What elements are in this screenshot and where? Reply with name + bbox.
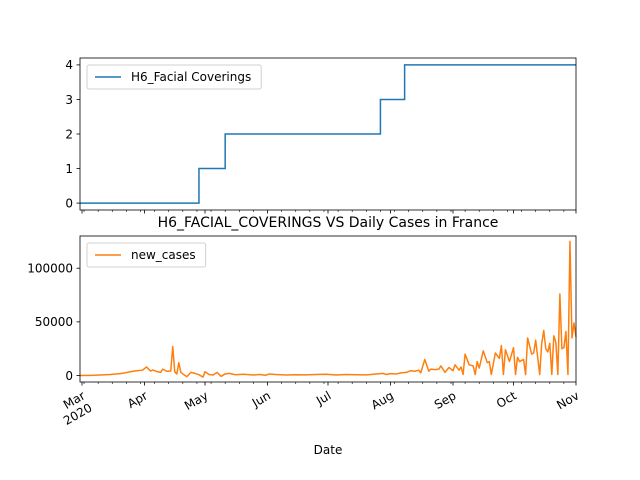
top-chart-plot-area [80, 64, 576, 204]
bottom-chart-x-tick-label: Jul [313, 388, 333, 408]
top-chart-y-tick-label: 3 [65, 93, 73, 107]
series-line-new-cases [79, 240, 577, 378]
bottom-chart-legend-label: new_cases [131, 248, 196, 262]
top-chart-y-tick-label: 0 [65, 196, 73, 210]
bottom-chart-y-tick-label: 50000 [35, 315, 73, 329]
bottom-chart-x-axis: Mar2020 Apr May Jun Jul Aug Sep Oct Nov [54, 382, 582, 428]
bottom-chart-x-tick-label: Mar2020 [54, 388, 95, 428]
bottom-chart-title: H6_FACIAL_COVERINGS VS Daily Cases in Fr… [158, 215, 499, 231]
top-chart-legend-label: H6_Facial Coverings [131, 70, 251, 84]
bottom-chart-frame [79, 235, 577, 383]
bottom-chart-x-axis-label: Date [314, 443, 343, 457]
bottom-chart-x-tick-label: Nov [554, 388, 581, 412]
top-chart-y-axis: 0 1 2 3 4 [65, 58, 80, 210]
top-chart: 0 1 2 3 4 H6_Facial Coverings [65, 57, 577, 214]
top-chart-legend: H6_Facial Coverings [86, 64, 262, 90]
top-chart-y-tick-label: 4 [65, 58, 73, 72]
top-chart-legend-box [86, 64, 262, 90]
top-chart-y-tick-label: 2 [65, 127, 73, 141]
bottom-chart-y-axis: 0 50000 100000 [27, 262, 80, 383]
bottom-chart-x-tick-label: Jun [249, 388, 273, 410]
bottom-chart-y-tick-label: 0 [65, 369, 73, 383]
bottom-chart: H6_FACIAL_COVERINGS VS Daily Cases in Fr… [27, 215, 581, 457]
top-chart-y-tick-label: 1 [65, 162, 73, 176]
top-chart-x-axis [81, 210, 577, 214]
bottom-chart-x-tick-label: Apr [125, 388, 150, 411]
bottom-chart-legend-box [86, 242, 207, 268]
bottom-chart-x-tick-label: Sep [432, 388, 459, 411]
bottom-chart-legend: new_cases [86, 242, 207, 268]
top-chart-frame [79, 57, 577, 211]
bottom-chart-x-tick-label: Oct [494, 388, 519, 411]
bottom-chart-y-tick-label: 100000 [27, 262, 73, 276]
bottom-chart-x-tick-label: May [182, 388, 210, 413]
series-line-h6-facial-coverings [80, 64, 576, 204]
bottom-chart-plot-area [79, 240, 577, 378]
bottom-chart-x-tick-label: Aug [369, 388, 396, 412]
